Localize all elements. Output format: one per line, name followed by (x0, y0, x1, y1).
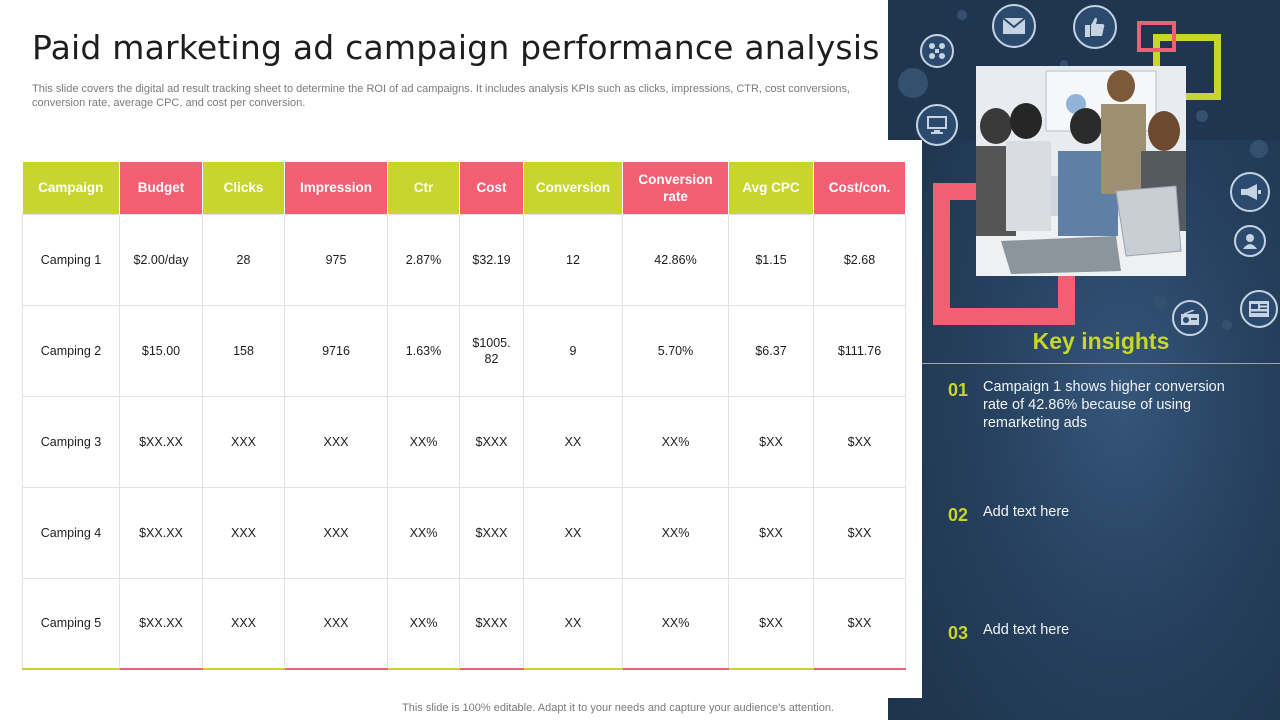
column-header-cost: Cost (459, 162, 524, 214)
decor-dot (1153, 295, 1167, 309)
table-cell: XX% (387, 395, 460, 488)
table-cell: XX% (387, 486, 460, 579)
team-photo (976, 66, 1186, 276)
table-cell: XX% (622, 486, 729, 579)
page-title: Paid marketing ad campaign performance a… (32, 28, 880, 67)
table-cell: 12 (523, 213, 623, 306)
table-row: Camping 1 $2.00/day 28 975 2.87% $32.19 12 42.8… (22, 213, 906, 306)
network-icon (920, 34, 954, 68)
table-cell: $XX.XX (119, 395, 203, 488)
footer-note: This slide is 100% editable. Adapt it to… (402, 702, 834, 714)
table-cell: 158 (202, 304, 285, 397)
table-cell: $XXX (459, 577, 524, 670)
column-header-budget: Budget (119, 162, 203, 214)
column-header-campaign: Campaign (22, 162, 120, 214)
table-cell: $1005. 82 (459, 304, 524, 397)
table-header-row: Campaign Budget Clicks Impression Ctr Co… (22, 162, 906, 214)
table-cell: 9 (523, 304, 623, 397)
column-header-impression: Impression (284, 162, 388, 214)
insight-number: 01 (948, 380, 969, 400)
table-cell: $XX (813, 577, 906, 670)
decor-dot (1060, 60, 1068, 68)
table-cell: 1.63% (387, 304, 460, 397)
table-cell: $32.19 (459, 213, 524, 306)
table-cell: $15.00 (119, 304, 203, 397)
user-icon (1234, 225, 1266, 257)
table-cell: $XXX (459, 395, 524, 488)
table-cell: XXX (202, 577, 285, 670)
insight-number: 03 (948, 623, 969, 643)
table-cell: 975 (284, 213, 388, 306)
table-cell: XXX (284, 395, 388, 488)
column-header-clicks: Clicks (202, 162, 285, 214)
table-cell: 9716 (284, 304, 388, 397)
insights-title: Key insights (1032, 328, 1170, 354)
decor-dot (898, 68, 928, 98)
table-cell: $XX (813, 486, 906, 579)
table-cell: XX (523, 577, 623, 670)
column-header-conversion: Conversion (523, 162, 623, 214)
table-cell: Camping 3 (22, 395, 120, 488)
insights-divider (922, 363, 1280, 364)
table-cell: Camping 1 (22, 213, 120, 306)
table-cell: 42.86% (622, 213, 729, 306)
campaign-table: Campaign Budget Clicks Impression Ctr Co… (22, 162, 906, 670)
email-icon (992, 4, 1036, 48)
insight-text: Add text here (983, 504, 1070, 520)
table-cell: XX% (622, 577, 729, 670)
table-cell: XX% (622, 395, 729, 488)
decor-dot (1250, 140, 1268, 158)
table-cell: XXX (202, 486, 285, 579)
insight-item-3: 03 Add text here (948, 621, 1248, 644)
table-cell: $2.00/day (119, 213, 203, 306)
table-row: Camping 2 $15.00 158 9716 1.63% $1005. 82 9 5.70… (22, 304, 906, 397)
table-cell: XX (523, 395, 623, 488)
table-cell: $XX (813, 395, 906, 488)
column-header-cost-per-conversion: Cost/con. (813, 162, 906, 214)
decor-dot (1222, 320, 1232, 330)
radio-icon (1172, 300, 1208, 336)
decor-pink-frame-small (1137, 21, 1176, 52)
thumbs-up-icon (1073, 5, 1117, 49)
table-cell: $2.68 (813, 213, 906, 306)
table-cell: $XX.XX (119, 486, 203, 579)
table-row: Camping 4 $XX.XX XXX XXX XX% $XXX XX XX% $XX $XX (22, 486, 906, 579)
decor-dot (957, 10, 967, 20)
insight-text: Campaign 1 shows higher conversion rate … (983, 379, 1225, 431)
table-cell: $XXX (459, 486, 524, 579)
megaphone-icon (1230, 172, 1270, 212)
insight-number: 02 (948, 505, 969, 525)
table-cell: $1.15 (728, 213, 814, 306)
table-cell: $XX (728, 395, 814, 488)
newspaper-icon (1240, 290, 1278, 328)
column-header-ctr: Ctr (387, 162, 460, 214)
table-cell: XXX (284, 577, 388, 670)
page-subtitle: This slide covers the digital ad result … (32, 83, 851, 109)
table-cell: 5.70% (622, 304, 729, 397)
table-cell: $6.37 (728, 304, 814, 397)
monitor-icon (916, 104, 958, 146)
table-cell: 2.87% (387, 213, 460, 306)
insight-item-1: 01 Campaign 1 shows higher conversion ra… (948, 378, 1248, 432)
table-cell: XX (523, 486, 623, 579)
column-header-conversion-rate: Conversion rate (622, 162, 729, 214)
table-cell: Camping 4 (22, 486, 120, 579)
column-header-avg-cpc: Avg CPC (728, 162, 814, 214)
table-cell: XXX (284, 486, 388, 579)
table-cell: Camping 2 (22, 304, 120, 397)
table-row: Camping 5 $XX.XX XXX XXX XX% $XXX XX XX% $XX $XX (22, 577, 906, 670)
table-cell: $XX (728, 486, 814, 579)
table-cell: XXX (202, 395, 285, 488)
table-cell: 28 (202, 213, 285, 306)
insight-item-2: 02 Add text here (948, 503, 1248, 526)
table-cell: Camping 5 (22, 577, 120, 670)
insight-text: Add text here (983, 622, 1070, 638)
table-cell: XX% (387, 577, 460, 670)
table-cell: $111.76 (813, 304, 906, 397)
table-row: Camping 3 $XX.XX XXX XXX XX% $XXX XX XX% $XX $XX (22, 395, 906, 488)
table-cell: $XX (728, 577, 814, 670)
table-cell: $XX.XX (119, 577, 203, 670)
decor-dot (1196, 110, 1208, 122)
